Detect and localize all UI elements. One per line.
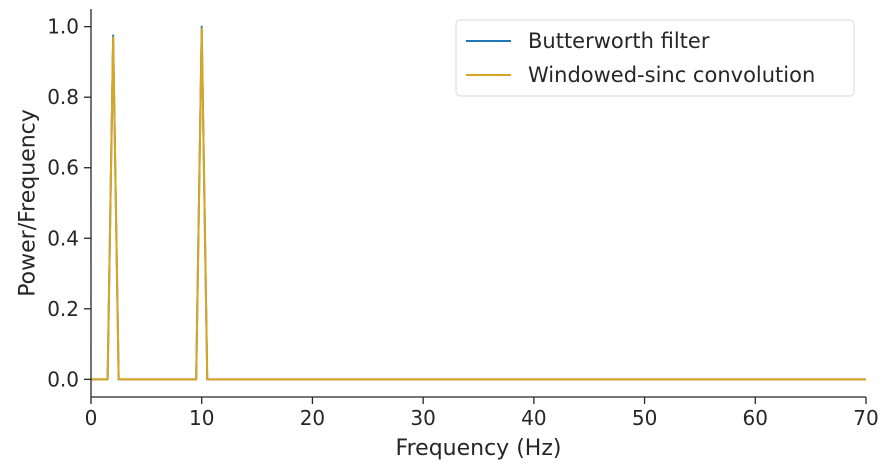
x-tick-label: 0 xyxy=(85,406,98,430)
y-tick-label: 0.6 xyxy=(47,156,79,180)
axes xyxy=(90,9,866,398)
y-axis-ticks: 0.0 0.2 0.4 0.6 0.8 1.0 xyxy=(47,15,91,391)
y-axis-label: Power/Frequency xyxy=(16,109,41,297)
x-axis-label: Frequency (Hz) xyxy=(396,436,562,461)
x-tick-label: 10 xyxy=(189,406,214,430)
x-tick-label: 70 xyxy=(853,406,878,430)
y-tick-label: 0.2 xyxy=(47,297,79,321)
x-tick-label: 20 xyxy=(300,406,325,430)
legend: Butterworth filter Windowed-sinc convolut… xyxy=(455,19,855,97)
y-tick-label: 0.4 xyxy=(47,226,79,250)
x-tick-label: 50 xyxy=(632,406,657,430)
legend-box xyxy=(455,19,855,97)
y-tick-label: 0.0 xyxy=(47,367,79,391)
legend-label: Windowed-sinc convolution xyxy=(528,63,815,87)
x-tick-label: 60 xyxy=(743,406,768,430)
y-tick-label: 1.0 xyxy=(47,15,79,39)
y-tick-label: 0.8 xyxy=(47,85,79,109)
legend-label: Butterworth filter xyxy=(528,29,710,53)
x-tick-label: 30 xyxy=(410,406,435,430)
plot-lines xyxy=(91,25,866,381)
series-line-2 xyxy=(91,27,866,381)
x-tick-label: 40 xyxy=(521,406,546,430)
x-axis-ticks: 0 10 20 30 40 50 60 70 xyxy=(85,397,879,430)
